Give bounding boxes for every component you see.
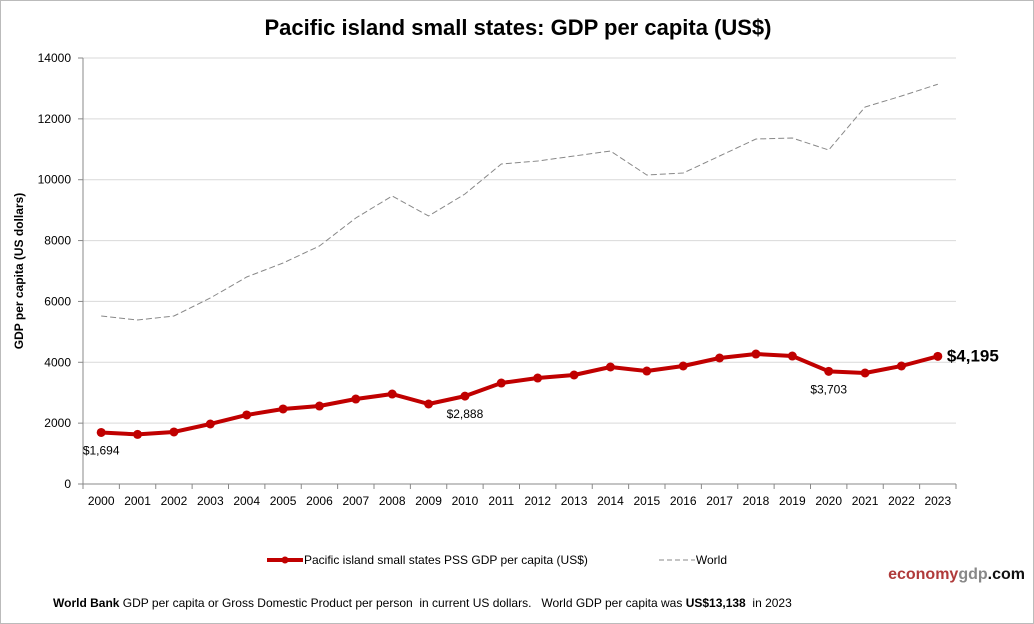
data-point-pss bbox=[533, 373, 543, 383]
data-point-pss bbox=[678, 361, 688, 371]
data-point-pss bbox=[569, 370, 579, 380]
x-tick-label: 2020 bbox=[815, 494, 842, 508]
data-point-pss bbox=[715, 353, 725, 363]
x-tick-label: 2018 bbox=[743, 494, 770, 508]
x-tick-label: 2009 bbox=[415, 494, 442, 508]
x-tick-label: 2016 bbox=[670, 494, 697, 508]
y-tick-label: 8000 bbox=[44, 234, 71, 248]
data-point-pss bbox=[424, 399, 434, 409]
data-point-pss bbox=[751, 349, 761, 359]
data-point-pss bbox=[896, 361, 906, 371]
data-point-pss bbox=[933, 351, 943, 361]
x-tick-label: 2000 bbox=[88, 494, 115, 508]
x-tick-label: 2013 bbox=[561, 494, 588, 508]
data-point-pss bbox=[642, 366, 652, 376]
legend-label-world: World bbox=[695, 553, 728, 567]
legend-swatch-world bbox=[658, 559, 695, 561]
data-point-pss bbox=[387, 389, 397, 399]
x-tick-label: 2012 bbox=[524, 494, 551, 508]
data-point-pss bbox=[314, 401, 324, 411]
data-point-pss bbox=[605, 362, 615, 372]
data-point-pss bbox=[496, 378, 506, 388]
legend-swatch-pss bbox=[267, 556, 303, 564]
x-tick-label: 2022 bbox=[888, 494, 915, 508]
footnote-text: GDP per capita or Gross Domestic Product… bbox=[119, 596, 686, 610]
logo-part: economy bbox=[888, 566, 959, 583]
data-label: $4,195 bbox=[947, 346, 999, 365]
data-label: $1,694 bbox=[83, 443, 120, 457]
legend-item-pss: Pacific island small states PSS GDP per … bbox=[266, 553, 588, 567]
data-point-pss bbox=[787, 351, 797, 361]
footnote: World Bank GDP per capita or Gross Domes… bbox=[53, 596, 792, 610]
series-line-world bbox=[101, 83, 938, 321]
x-tick-label: 2002 bbox=[161, 494, 188, 508]
y-tick-label: 6000 bbox=[44, 294, 71, 308]
x-tick-label: 2003 bbox=[197, 494, 224, 508]
data-point-pss bbox=[824, 366, 834, 376]
y-tick-label: 4000 bbox=[44, 355, 71, 369]
data-point-pss bbox=[351, 394, 361, 404]
data-point-pss bbox=[460, 391, 470, 401]
data-point-pss bbox=[860, 368, 870, 378]
x-tick-label: 2010 bbox=[452, 494, 479, 508]
data-point-pss bbox=[133, 429, 143, 439]
footnote-value: US$13,138 bbox=[685, 596, 746, 610]
data-point-pss bbox=[278, 404, 288, 414]
y-tick-label: 2000 bbox=[44, 416, 71, 430]
x-tick-label: 2017 bbox=[706, 494, 733, 508]
series-line-pss bbox=[101, 352, 939, 437]
x-tick-label: 2019 bbox=[779, 494, 806, 508]
data-point-pss bbox=[96, 427, 106, 437]
legend-label-pss: Pacific island small states PSS GDP per … bbox=[304, 553, 588, 567]
logo-part: .com bbox=[987, 566, 1025, 583]
x-tick-label: 2005 bbox=[270, 494, 297, 508]
x-tick-label: 2021 bbox=[852, 494, 879, 508]
data-point-pss bbox=[169, 427, 179, 437]
data-point-pss bbox=[205, 419, 215, 429]
x-tick-label: 2023 bbox=[924, 494, 951, 508]
x-tick-label: 2014 bbox=[597, 494, 624, 508]
x-tick-label: 2006 bbox=[306, 494, 333, 508]
legend-item-world: World bbox=[658, 553, 727, 567]
x-tick-label: 2008 bbox=[379, 494, 406, 508]
data-point-pss bbox=[242, 410, 252, 420]
x-tick-label: 2001 bbox=[124, 494, 151, 508]
y-tick-label: 12000 bbox=[38, 112, 72, 126]
legend: Pacific island small states PSS GDP per … bbox=[266, 553, 797, 567]
logo: economygdp.com bbox=[888, 566, 1025, 584]
x-tick-label: 2015 bbox=[633, 494, 660, 508]
data-label: $3,703 bbox=[810, 382, 847, 396]
logo-part: gdp bbox=[958, 566, 988, 583]
footnote-source: World Bank bbox=[53, 596, 120, 610]
y-tick-label: 14000 bbox=[38, 51, 72, 65]
y-tick-label: 0 bbox=[64, 477, 71, 491]
y-axis-label: GDP per capita (US dollars) bbox=[12, 193, 26, 350]
y-tick-label: 10000 bbox=[38, 173, 72, 187]
x-tick-label: 2011 bbox=[488, 494, 514, 508]
x-tick-label: 2004 bbox=[233, 494, 260, 508]
x-tick-label: 2007 bbox=[342, 494, 369, 508]
chart-title: Pacific island small states: GDP per cap… bbox=[264, 15, 772, 40]
footnote-tail: in 2023 bbox=[745, 596, 792, 610]
line-chart: 0 2000 4000 6000 8000 10000 12000 14000 2000 2001… bbox=[12, 51, 999, 508]
data-label: $2,888 bbox=[447, 407, 484, 421]
